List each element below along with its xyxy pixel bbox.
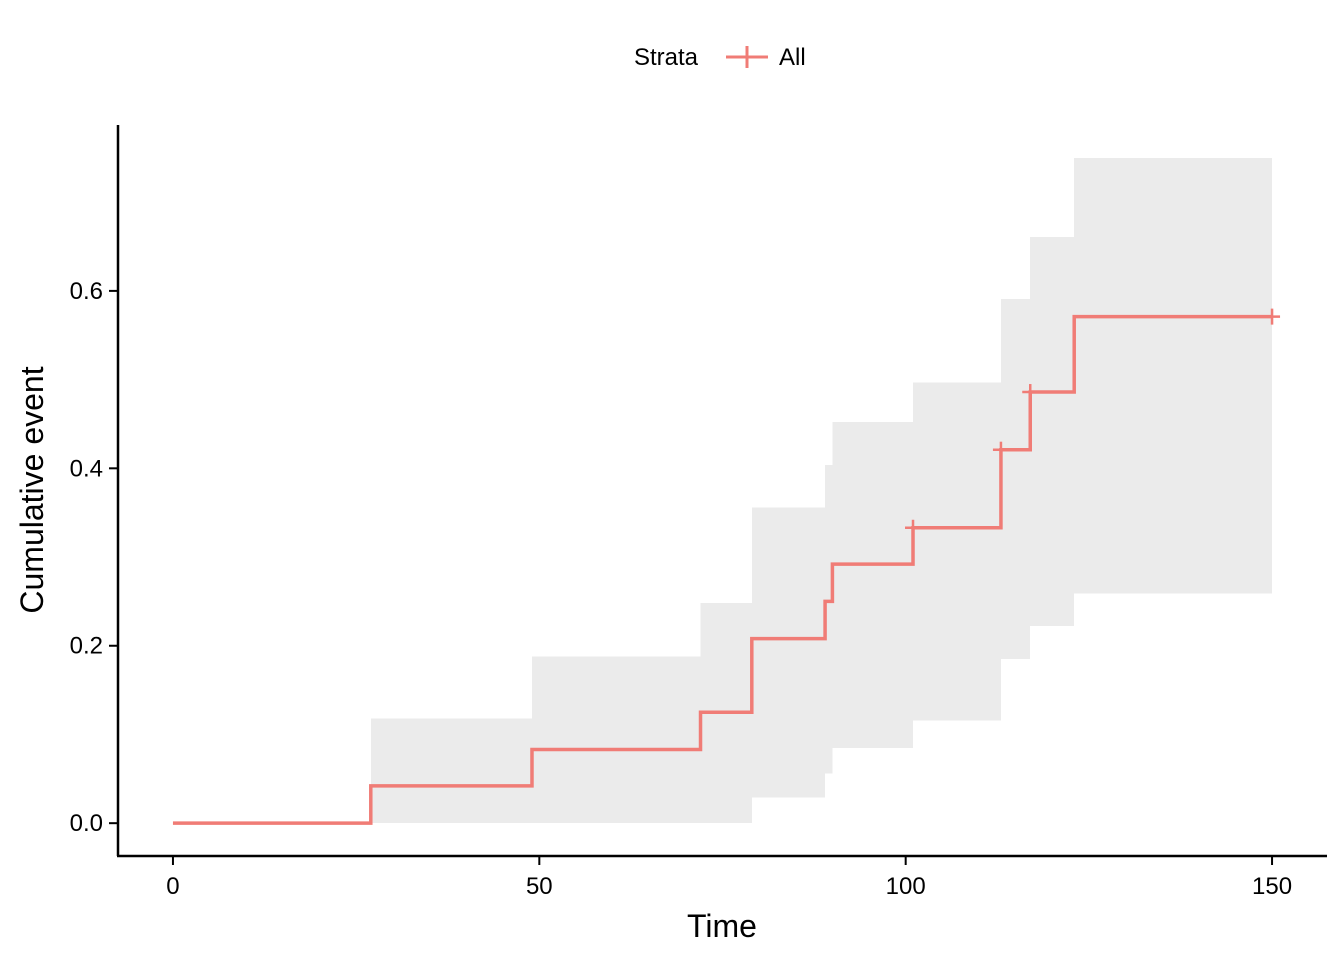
x-tick-label: 100	[886, 873, 926, 900]
x-tick-label: 150	[1252, 873, 1292, 900]
y-ticks: 0.0 0.2 0.4 0.6	[70, 278, 118, 837]
censor-mark	[905, 519, 922, 536]
series-line-all	[172, 314, 1273, 825]
ci-band-segment	[1000, 298, 1031, 660]
ci-band-segment	[370, 718, 532, 824]
x-axis-title: Time	[687, 908, 757, 944]
censor-mark	[1022, 384, 1039, 401]
y-tick-label: 0.4	[70, 455, 103, 482]
y-tick-label: 0.2	[70, 633, 103, 660]
censor-marks	[905, 308, 1281, 536]
ci-band-segment	[531, 656, 701, 824]
ci-band-segment	[832, 422, 914, 748]
y-tick-label: 0.0	[70, 810, 103, 837]
x-tick-label: 0	[166, 873, 179, 900]
legend-key-all	[726, 46, 768, 68]
y-tick-label: 0.6	[70, 278, 103, 305]
series-lines	[172, 314, 1273, 825]
legend-label-all: All	[779, 44, 806, 71]
ci-band-segment	[1030, 236, 1075, 627]
ci-band-segment	[913, 382, 1001, 721]
ci-band-segment	[1074, 157, 1273, 594]
y-axis-title: Cumulative event	[14, 366, 50, 613]
legend-title: Strata	[634, 44, 699, 71]
axes	[116, 125, 1327, 858]
censor-mark	[1264, 308, 1281, 325]
x-ticks: 0 50 100 150	[166, 856, 1292, 900]
ci-band-segment	[751, 507, 826, 798]
ci-band-segment	[825, 464, 833, 774]
censor-mark	[992, 441, 1009, 458]
x-tick-label: 50	[526, 873, 553, 900]
confidence-band	[370, 157, 1273, 824]
legend: Strata All	[634, 44, 806, 71]
